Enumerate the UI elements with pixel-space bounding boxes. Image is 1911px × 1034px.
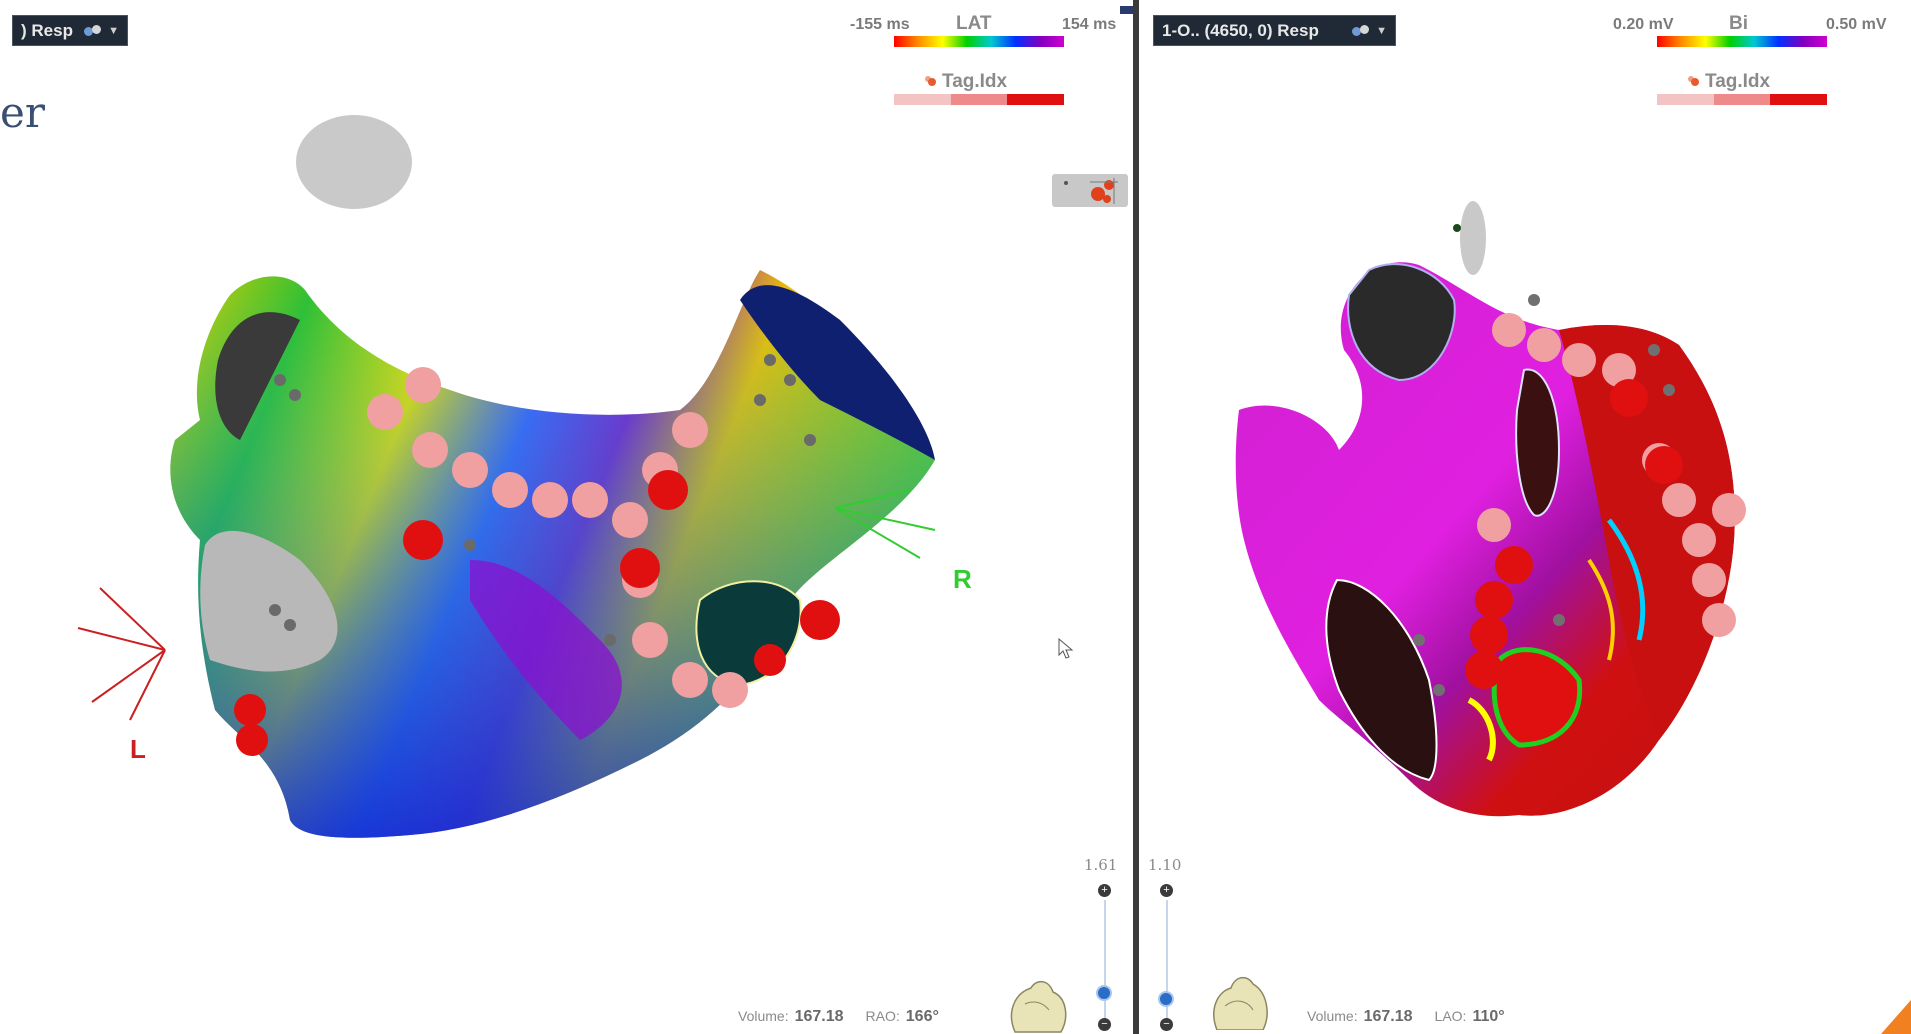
- lat-min-label: -155 ms: [850, 16, 910, 33]
- right-zoom-slider-knob[interactable]: [1158, 990, 1174, 1007]
- chevron-down-icon: ▼: [108, 24, 119, 37]
- right-direction-label: R: [953, 564, 972, 594]
- lat-color-bar: [894, 36, 1064, 47]
- tag-icon: [928, 78, 936, 86]
- reference-point: [1453, 224, 1461, 232]
- right-map-selector-label: 1-O.. (4650, 0) Resp: [1162, 20, 1319, 40]
- left-direction-indicator: [77, 587, 166, 721]
- reference-ellipse: [296, 115, 412, 209]
- tag-level-low: [894, 94, 951, 105]
- left-tag-color-bar: [894, 94, 1065, 105]
- right-direction-indicator: [834, 489, 936, 559]
- right-map-pane[interactable]: 1-O.. (4650, 0) Resp ▼ 0.20 mV Bi 0.50 m…: [1139, 0, 1911, 1034]
- left-map-selector[interactable]: ) Resp ▼: [12, 15, 128, 46]
- left-zoom-slider-track[interactable]: [1104, 900, 1106, 1020]
- voltage-3d-map[interactable]: [1139, 0, 1911, 1034]
- bi-max-label: 0.50 mV: [1826, 16, 1887, 33]
- bi-min-label: 0.20 mV: [1613, 16, 1674, 33]
- right-zoom-slider-track[interactable]: [1166, 900, 1168, 1020]
- ablation-tags[interactable]: [234, 367, 840, 756]
- heart-orientation-icon[interactable]: [1205, 970, 1275, 1030]
- tag-level-high: [1770, 94, 1828, 105]
- right-volume-value: 167.18: [1363, 1008, 1413, 1025]
- left-zoom-in-button[interactable]: +: [1098, 884, 1111, 897]
- right-status-bar: Volume: 167.18 LAO: 110°: [1307, 1008, 1505, 1026]
- left-zoom-out-button[interactable]: −: [1098, 1018, 1111, 1031]
- left-tag-legend: Tag.Idx: [928, 71, 1007, 93]
- lat-3d-map[interactable]: L R: [0, 0, 1133, 1034]
- right-tag-color-bar: [1657, 94, 1828, 105]
- corner-accent-icon: [1881, 1000, 1911, 1034]
- right-map-selector[interactable]: 1-O.. (4650, 0) Resp ▼: [1153, 15, 1396, 46]
- right-zoom-readout: 1.10: [1148, 856, 1182, 874]
- slide-title-fragment: er: [0, 88, 45, 137]
- ablation-tags[interactable]: [1465, 313, 1746, 689]
- left-direction-label: L: [130, 734, 146, 764]
- point-tag-tool-icon: [1064, 178, 1118, 204]
- lat-max-label: 154 ms: [1062, 16, 1117, 33]
- left-status-bar: Volume: 167.18 RAO: 166°: [738, 1008, 939, 1026]
- right-tag-legend: Tag.Idx: [1691, 71, 1770, 93]
- left-tag-legend-title: Tag.Idx: [942, 71, 1008, 92]
- surface-points: [1413, 294, 1675, 696]
- tag-level-mid: [1713, 94, 1771, 105]
- left-view-value: 166°: [905, 1008, 939, 1025]
- mouse-cursor-icon: [1058, 638, 1074, 659]
- right-view-label: LAO:: [1434, 1008, 1467, 1024]
- left-view-label: RAO:: [865, 1008, 900, 1024]
- window-corner-tab[interactable]: [1120, 6, 1133, 14]
- tag-level-high: [1007, 94, 1065, 105]
- right-volume-label: Volume:: [1307, 1008, 1358, 1024]
- right-zoom-out-button[interactable]: −: [1160, 1018, 1173, 1031]
- tag-icon: [1691, 78, 1699, 86]
- point-tag-tool-button[interactable]: [1052, 174, 1128, 207]
- pane-divider[interactable]: [1133, 0, 1139, 1034]
- left-map-selector-label: ) Resp: [21, 20, 73, 40]
- lat-chamber-surface[interactable]: [170, 270, 935, 838]
- heart-orientation-icon[interactable]: [1003, 974, 1073, 1034]
- left-map-pane[interactable]: ) Resp ▼ er -155 ms LAT 154 ms Tag.Idx: [0, 0, 1133, 1034]
- map-options-icon: [1352, 24, 1372, 38]
- chevron-down-icon: ▼: [1376, 24, 1387, 37]
- left-volume-label: Volume:: [738, 1008, 789, 1024]
- lat-legend-title: LAT: [956, 13, 992, 34]
- tag-level-low: [1657, 94, 1714, 105]
- tag-level-mid: [950, 94, 1008, 105]
- right-tag-legend-title: Tag.Idx: [1705, 71, 1771, 92]
- left-volume-value: 167.18: [794, 1008, 844, 1025]
- map-options-icon: [84, 24, 104, 38]
- bi-color-bar: [1657, 36, 1827, 47]
- surface-points: [269, 354, 816, 646]
- left-zoom-slider-knob[interactable]: [1096, 984, 1112, 1001]
- bi-legend-title: Bi: [1729, 13, 1748, 34]
- right-view-value: 110°: [1472, 1008, 1505, 1025]
- left-zoom-readout: 1.61: [1084, 856, 1118, 874]
- reference-ellipse: [1460, 201, 1486, 275]
- right-zoom-in-button[interactable]: +: [1160, 884, 1173, 897]
